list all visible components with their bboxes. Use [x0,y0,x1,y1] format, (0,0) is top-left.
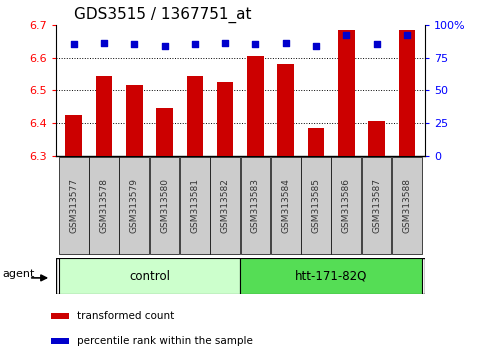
Text: GSM313578: GSM313578 [99,178,109,233]
Bar [210,157,240,254]
Bar [150,157,179,254]
Bar [241,157,270,254]
Text: agent: agent [3,269,35,279]
Point [100,40,108,46]
Bar [392,157,422,254]
Point [161,43,169,48]
Text: GSM313579: GSM313579 [130,178,139,233]
Point [403,33,411,38]
Point [312,43,320,48]
Text: GSM313586: GSM313586 [342,178,351,233]
Text: GSM313577: GSM313577 [69,178,78,233]
Bar [96,75,113,156]
Bar [156,108,173,156]
Text: GSM313583: GSM313583 [251,178,260,233]
Text: control: control [129,270,170,282]
Bar [217,82,233,156]
Text: percentile rank within the sample: percentile rank within the sample [77,336,254,346]
Point [342,33,350,38]
Text: GSM313584: GSM313584 [281,178,290,233]
Text: GSM313582: GSM313582 [221,178,229,233]
Point [282,40,290,46]
Bar [277,64,294,156]
Bar [308,128,325,156]
Text: GSM313581: GSM313581 [190,178,199,233]
Point [252,41,259,47]
Bar [59,157,88,254]
Bar [331,157,361,254]
Bar [119,157,149,254]
Bar [368,121,385,156]
Point [130,41,138,47]
Bar [89,157,119,254]
Bar [301,157,331,254]
Text: GDS3515 / 1367751_at: GDS3515 / 1367751_at [74,7,252,23]
Text: GSM313580: GSM313580 [160,178,169,233]
Point [70,41,78,47]
Bar [58,258,241,294]
Point [221,40,229,46]
Text: GSM313588: GSM313588 [402,178,412,233]
Point [373,41,381,47]
Bar [271,157,300,254]
Bar [241,258,422,294]
Text: transformed count: transformed count [77,311,175,321]
Text: GSM313585: GSM313585 [312,178,321,233]
Bar [180,157,210,254]
Bar [362,157,391,254]
Bar [186,75,203,156]
Bar [51,338,69,344]
Bar [51,313,69,319]
Bar [398,30,415,156]
Point [191,41,199,47]
Bar [247,56,264,156]
Bar [338,30,355,156]
Bar [126,85,142,156]
Text: GSM313587: GSM313587 [372,178,381,233]
Text: htt-171-82Q: htt-171-82Q [295,270,368,282]
Bar [65,115,82,156]
